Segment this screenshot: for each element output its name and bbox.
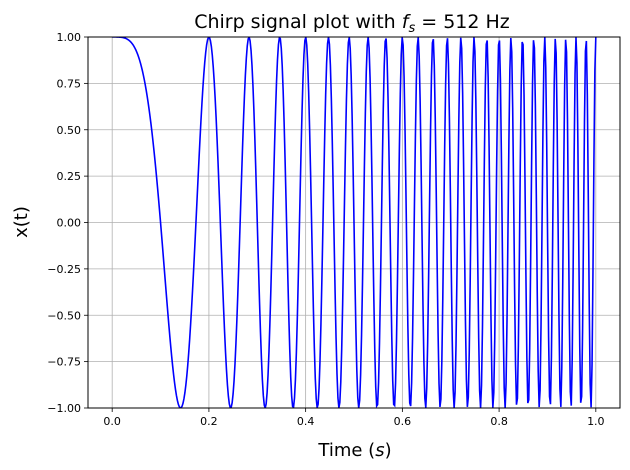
x-axis-label: Time (s) <box>317 440 391 461</box>
x-tick-label: 1.0 <box>587 415 605 428</box>
x-tick-label: 0.6 <box>394 415 412 428</box>
y-tick-label: 1.00 <box>57 31 82 44</box>
x-tick-label: 0.0 <box>103 415 121 428</box>
y-tick-label: −0.50 <box>47 309 81 322</box>
y-tick-label: −0.75 <box>47 356 81 369</box>
x-tick-label: 0.2 <box>200 415 218 428</box>
x-tick-label: 0.4 <box>297 415 315 428</box>
y-tick-label: −1.00 <box>47 402 81 415</box>
y-tick-label: −0.25 <box>47 263 81 276</box>
series-layer <box>112 37 597 408</box>
ticks-layer: 0.0 0.2 0.4 0.6 0.8 1.0 −1.00 −0.75 −0.50 −0.25 0.… <box>47 31 604 428</box>
chart-title: Chirp signal plot with fs = 512 Hz <box>194 11 510 36</box>
series-line <box>112 37 597 408</box>
y-tick-label: 0.75 <box>57 77 82 90</box>
x-tick-label: 0.8 <box>490 415 508 428</box>
y-tick-label: 0.00 <box>57 217 82 230</box>
y-axis-label: x(t) <box>11 206 32 238</box>
y-tick-label: 0.50 <box>57 124 82 137</box>
y-tick-label: 0.25 <box>57 170 82 183</box>
